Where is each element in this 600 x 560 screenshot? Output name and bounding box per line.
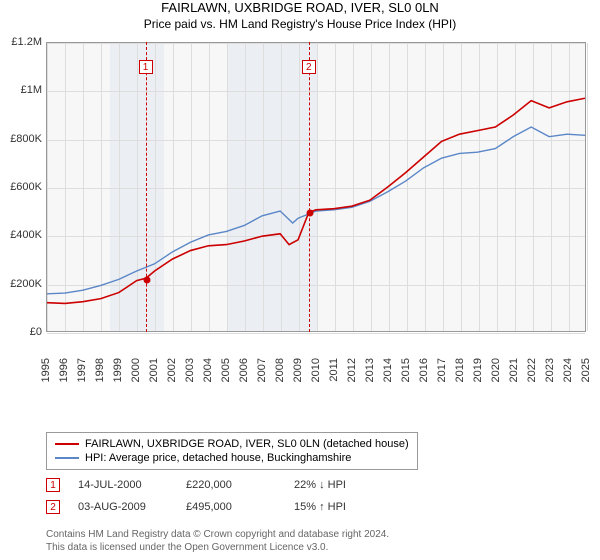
- legend-label: HPI: Average price, detached house, Buck…: [85, 452, 351, 464]
- sale-price: £220,000: [186, 479, 276, 491]
- plot-area: [46, 42, 586, 332]
- x-axis-label: 2016: [418, 358, 430, 382]
- sale-row: 2 03-AUG-2009 £495,000 15% ↑ HPI: [46, 500, 384, 514]
- x-axis-label: 1999: [112, 358, 124, 382]
- gridline-h: [47, 333, 585, 334]
- y-axis-label: £200K: [10, 278, 42, 290]
- x-axis-label: 2025: [580, 358, 592, 382]
- x-axis-label: 2003: [184, 358, 196, 382]
- sale-date: 14-JUL-2000: [78, 479, 168, 491]
- x-axis-label: 2005: [220, 358, 232, 382]
- x-axis-label: 2011: [328, 358, 340, 382]
- page-subtitle: Price paid vs. HM Land Registry's House …: [0, 17, 600, 31]
- y-axis-label: £1.2M: [11, 36, 42, 48]
- legend-swatch: [55, 443, 79, 445]
- gridline-v: [587, 43, 588, 331]
- sale-delta: 22% ↓ HPI: [294, 479, 384, 491]
- y-axis-label: £600K: [10, 181, 42, 193]
- legend-label: FAIRLAWN, UXBRIDGE ROAD, IVER, SL0 0LN (…: [85, 438, 409, 450]
- x-axis-label: 1996: [58, 358, 70, 382]
- x-axis-label: 2014: [382, 358, 394, 382]
- x-axis-label: 2013: [364, 358, 376, 382]
- x-axis-label: 1997: [76, 358, 88, 382]
- legend-item: HPI: Average price, detached house, Buck…: [55, 451, 409, 465]
- x-axis-label: 2006: [238, 358, 250, 382]
- price-chart: 1995199619971998199920002001200220032004…: [46, 42, 586, 382]
- x-axis-label: 2010: [310, 358, 322, 382]
- x-axis-label: 2012: [346, 358, 358, 382]
- y-axis-label: £0: [30, 326, 42, 338]
- series-line: [47, 98, 585, 303]
- page-title: FAIRLAWN, UXBRIDGE ROAD, IVER, SL0 0LN: [0, 0, 600, 15]
- x-axis-label: 2022: [526, 358, 538, 382]
- x-axis-label: 2002: [166, 358, 178, 382]
- x-axis-label: 2008: [274, 358, 286, 382]
- x-axis-label: 2009: [292, 358, 304, 382]
- y-axis-label: £1M: [21, 84, 42, 96]
- x-axis-label: 2001: [148, 358, 160, 382]
- x-axis-label: 1998: [94, 358, 106, 382]
- sale-marker-icon: 1: [46, 478, 60, 492]
- x-axis-label: 2021: [508, 358, 520, 382]
- sale-delta: 15% ↑ HPI: [294, 501, 384, 513]
- x-axis-label: 2020: [490, 358, 502, 382]
- x-axis-label: 2015: [400, 358, 412, 382]
- sale-date: 03-AUG-2009: [78, 501, 168, 513]
- legend: FAIRLAWN, UXBRIDGE ROAD, IVER, SL0 0LN (…: [46, 432, 418, 470]
- x-axis-label: 1995: [40, 358, 52, 382]
- marker-dashline: [146, 42, 147, 332]
- legend-swatch: [55, 457, 79, 459]
- marker-box: 1: [139, 60, 153, 74]
- legend-item: FAIRLAWN, UXBRIDGE ROAD, IVER, SL0 0LN (…: [55, 437, 409, 451]
- footer-attribution: Contains HM Land Registry data © Crown c…: [46, 528, 389, 554]
- x-axis-label: 2019: [472, 358, 484, 382]
- marker-dot: [143, 276, 150, 283]
- x-axis-label: 2017: [436, 358, 448, 382]
- line-layer: [47, 43, 585, 331]
- x-axis-label: 2024: [562, 358, 574, 382]
- x-axis-label: 2023: [544, 358, 556, 382]
- y-axis-label: £400K: [10, 229, 42, 241]
- sale-row: 1 14-JUL-2000 £220,000 22% ↓ HPI: [46, 478, 384, 492]
- sale-price: £495,000: [186, 501, 276, 513]
- marker-dot: [306, 210, 313, 217]
- marker-box: 2: [302, 60, 316, 74]
- sale-marker-icon: 2: [46, 500, 60, 514]
- y-axis-label: £800K: [10, 133, 42, 145]
- marker-dashline: [309, 42, 310, 332]
- footer-line: Contains HM Land Registry data © Crown c…: [46, 528, 389, 541]
- x-axis-label: 2018: [454, 358, 466, 382]
- x-axis-label: 2004: [202, 358, 214, 382]
- footer-line: This data is licensed under the Open Gov…: [46, 541, 389, 554]
- x-axis-label: 2000: [130, 358, 142, 382]
- x-axis-label: 2007: [256, 358, 268, 382]
